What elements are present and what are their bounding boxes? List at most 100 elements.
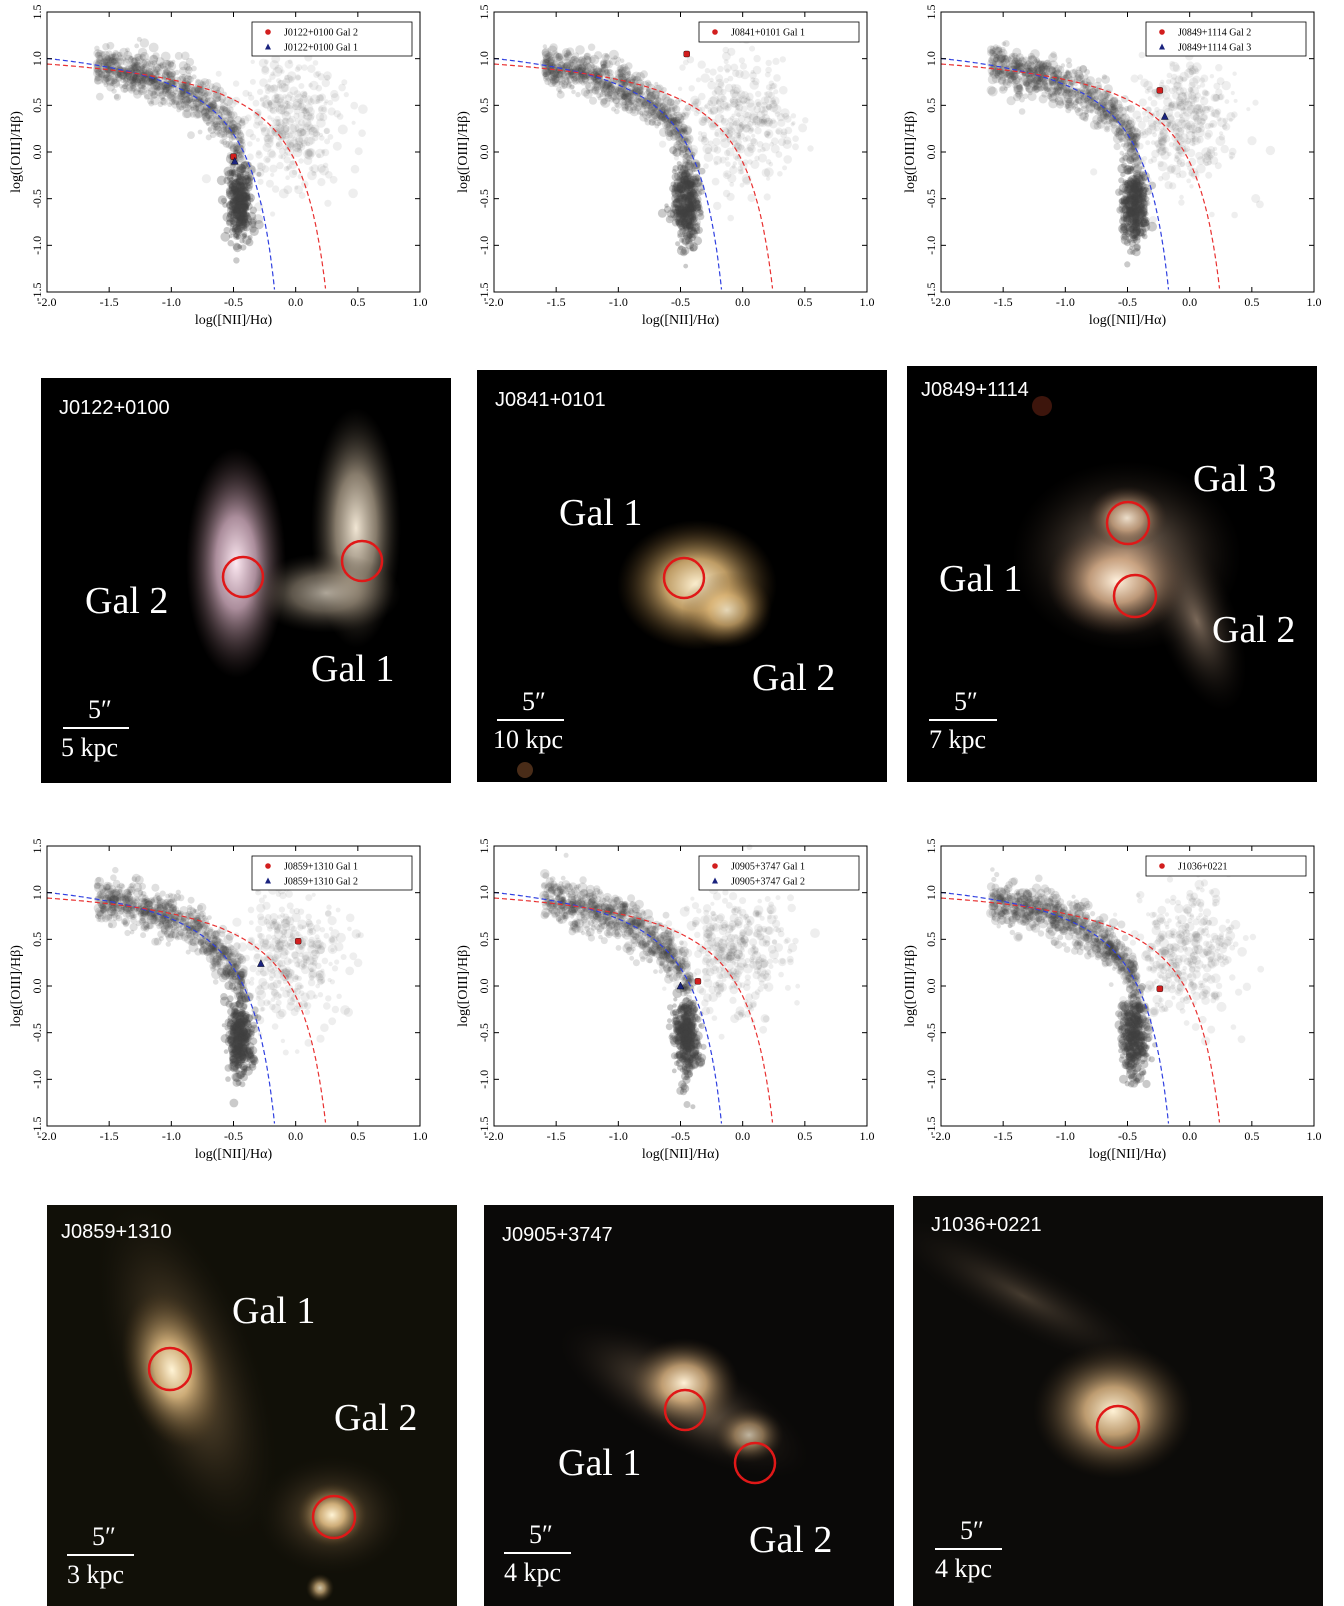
bpt-panel-j0905: -2.0 -1.5 -1.0 -0.5 0.0 0.5 1.0 -1.5 -1.0 -0.5 0.0… [447, 834, 887, 1164]
y-tick-label: 1.0 [30, 51, 44, 66]
bpt-chart: -2.0 -1.5 -1.0 -0.5 0.0 0.5 1.0-1.5-1.0-0.50.0… [456, 839, 875, 1163]
gal-label: Gal 1 [558, 1442, 641, 1484]
y-tick-label: 1.5 [477, 5, 491, 20]
data-point-circle [1156, 985, 1164, 993]
gal-label: Gal 2 [1212, 609, 1295, 651]
image-panel-j0859: J0859+1310 Gal 1 Gal 2 5″ 3 kpc [47, 1205, 457, 1606]
y-axis-label: log([OIII]/Hβ) [9, 111, 24, 193]
aperture-circle [733, 1441, 777, 1485]
x-axis-label: log([NII]/Hα) [1089, 313, 1167, 328]
bpt-chart: -2.0 -1.5 -1.0 -0.5 0.0 0.5 1.0-1.5-1.0-0.50.0… [903, 5, 1322, 329]
x-tick-label: 0.0 [288, 1129, 303, 1143]
x-tick-label: -1.5 [100, 295, 119, 309]
gal-label: Gal 3 [1193, 458, 1276, 500]
legend-entry: J0849+1114 Gal 3 [1178, 43, 1251, 54]
x-tick-label: 1.0 [860, 295, 875, 309]
kauffmann-line [493, 891, 723, 1124]
legend-entry: J0905+3747 Gal 2 [731, 877, 805, 888]
x-tick-label: 0.5 [1244, 295, 1259, 309]
bpt-panel-j0841: -2.0 -1.5 -1.0 -0.5 0.0 0.5 1.0 -1.5 -1.0 -0.5 0.0… [447, 0, 887, 330]
x-tick-label: -1.0 [1056, 1129, 1075, 1143]
gal-label: Gal 1 [939, 558, 1022, 600]
x-tick-label: 1.0 [860, 1129, 875, 1143]
y-axis-label: log([OIII]/Hβ) [456, 945, 471, 1027]
x-tick-label: -1.5 [994, 1129, 1013, 1143]
y-tick-label: 0.5 [924, 932, 938, 947]
legend: J0905+3747 Gal 1 J0905+3747 Gal 2 [698, 855, 860, 891]
data-point-triangle [257, 959, 265, 967]
y-tick-label: -1.5 [924, 1117, 938, 1136]
legend: J0841+0101 Gal 1 [698, 21, 860, 43]
y-tick-label: 1.0 [477, 885, 491, 900]
kewley-line [940, 897, 1221, 1123]
x-tick-label: 1.0 [413, 1129, 428, 1143]
bpt-chart: -2.0 -1.5 -1.0 -0.5 0.0 0.5 1.0-1.5-1.0-0.50.0… [903, 839, 1322, 1163]
x-axis-label: log([NII]/Hα) [642, 313, 720, 328]
bpt-panel-j0122: -2.0 -1.5 -1.0 -0.5 0.0 0.5 1.0 -1.5 -1.0 -0.5 0.0… [0, 0, 440, 330]
x-axis-label: log([NII]/Hα) [1089, 1147, 1167, 1162]
y-tick-label: 1.0 [30, 885, 44, 900]
y-tick-label: 1.5 [924, 839, 938, 854]
legend-entry: J0859+1310 Gal 1 [284, 862, 358, 873]
legend-entry: J0122+0100 Gal 2 [284, 28, 358, 39]
x-tick-label: -1.5 [547, 1129, 566, 1143]
scale-distance: 4 kpc [935, 1554, 992, 1583]
x-axis-label: log([NII]/Hα) [642, 1147, 720, 1162]
y-tick-label: 0.0 [924, 979, 938, 994]
x-tick-label: -0.5 [224, 295, 243, 309]
data-point-triangle [676, 981, 685, 990]
y-tick-label: 1.0 [924, 51, 938, 66]
aperture-circle [311, 1494, 357, 1540]
legend-entry: J1036+0221 [1178, 862, 1228, 873]
data-point-circle [683, 50, 690, 58]
bpt-chart: -2.0 -1.5 -1.0 -0.5 0.0 0.5 1.0-1.5-1.0-0.50.0… [9, 5, 428, 329]
panel-name: J0849+1114 [921, 379, 1029, 401]
data-point-triangle [230, 156, 239, 165]
y-axis-label: log([OIII]/Hβ) [903, 111, 918, 193]
y-tick-label: 0.0 [30, 145, 44, 160]
y-tick-label: -1.0 [477, 236, 491, 255]
image-panel-j0841: J0841+0101 Gal 1 Gal 2 5″ 10 kpc [477, 370, 887, 782]
y-tick-label: 1.5 [30, 5, 44, 20]
y-tick-label: -1.0 [30, 236, 44, 255]
y-tick-label: -0.5 [30, 189, 44, 208]
y-tick-label: -1.5 [477, 1117, 491, 1136]
y-tick-label: -0.5 [30, 1023, 44, 1042]
scale-angle: 5″ [92, 1522, 116, 1551]
x-tick-label: 0.5 [350, 1129, 365, 1143]
x-tick-label: -1.0 [162, 295, 181, 309]
y-tick-label: 0.0 [924, 145, 938, 160]
scale-distance: 3 kpc [67, 1560, 124, 1589]
x-tick-label: 1.0 [413, 295, 428, 309]
x-tick-label: 1.0 [1307, 295, 1322, 309]
y-tick-label: 1.0 [477, 51, 491, 66]
kauffmann-line [940, 57, 1170, 290]
aperture-circle [1105, 500, 1151, 546]
sdss-density-cloud [539, 27, 814, 269]
scale-angle: 5″ [88, 695, 112, 724]
legend: J0859+1310 Gal 1 J0859+1310 Gal 2 [251, 855, 413, 891]
legend: J0122+0100 Gal 2 J0122+0100 Gal 1 [251, 21, 413, 57]
bpt-panel-j0849: -2.0 -1.5 -1.0 -0.5 0.0 0.5 1.0 -1.5 -1.0 -0.5 0.0… [894, 0, 1334, 330]
y-tick-label: -1.0 [924, 1070, 938, 1089]
x-tick-label: 0.0 [735, 1129, 750, 1143]
y-tick-label: 0.0 [30, 979, 44, 994]
kauffmann-line [940, 891, 1170, 1124]
x-tick-label: -2.0 [485, 295, 504, 309]
y-tick-label: -1.0 [924, 236, 938, 255]
sdss-density-cloud [986, 28, 1276, 268]
gal-label: Gal 2 [749, 1519, 832, 1561]
y-tick-label: 0.0 [477, 979, 491, 994]
scale-distance: 10 kpc [493, 725, 563, 754]
y-tick-label: -1.5 [477, 283, 491, 302]
y-tick-label: 1.5 [30, 839, 44, 854]
x-tick-label: 0.5 [1244, 1129, 1259, 1143]
x-tick-label: 0.5 [350, 295, 365, 309]
y-tick-label: -0.5 [477, 1023, 491, 1042]
sdss-density-cloud [93, 866, 364, 1108]
legend-entry: J0859+1310 Gal 2 [284, 877, 358, 888]
x-tick-label: 0.0 [735, 295, 750, 309]
x-axis-label: log([NII]/Hα) [195, 313, 273, 328]
panel-name: J0859+1310 [61, 1221, 172, 1243]
scale-angle: 5″ [529, 1520, 553, 1549]
